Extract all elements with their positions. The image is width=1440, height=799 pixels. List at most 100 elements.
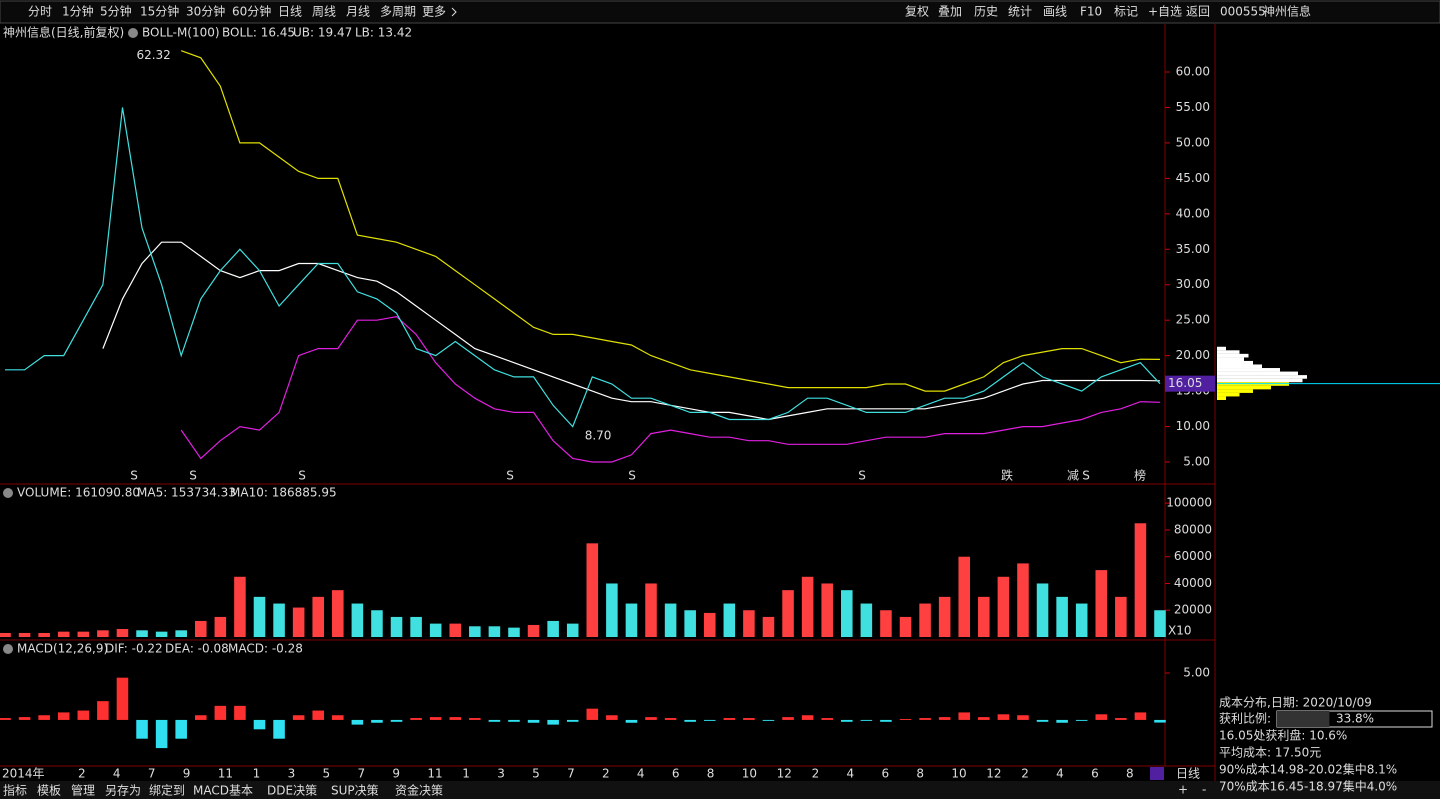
toolbar-button[interactable]: 复权 (905, 5, 929, 19)
macd-bar (1095, 714, 1108, 720)
volume-bar (880, 610, 892, 637)
cost-bar (1217, 371, 1298, 376)
legend-text: UB: 19.47 (293, 26, 352, 40)
x-tick-label: 11 (218, 767, 233, 781)
volume-bar (57, 631, 70, 637)
x-tick-label: 4 (113, 767, 121, 781)
y-tick-label: 40000 (1174, 576, 1212, 590)
macd-bar (253, 719, 266, 730)
signal-marker: 减 (1067, 469, 1079, 483)
last-price: 16.05 (1168, 376, 1202, 390)
volume-bar (312, 596, 324, 637)
volume-bar (77, 631, 90, 637)
macd-bar (1134, 712, 1147, 720)
period-tab[interactable]: 1分钟 (62, 4, 94, 19)
period-tab[interactable]: 15分钟 (140, 4, 179, 19)
bottom-tab[interactable]: 指标 (3, 783, 27, 798)
toolbar-button[interactable]: 返回 (1186, 5, 1210, 19)
y-tick-label: 40.00 (1176, 206, 1210, 220)
period-tab[interactable]: 分时 (28, 5, 52, 19)
macd-bar (332, 715, 344, 720)
macd-bar (38, 715, 50, 720)
macd-bar (997, 714, 1010, 720)
period-tab[interactable]: 月线 (346, 5, 370, 19)
volume-bar (664, 603, 677, 637)
toolbar-button[interactable]: 历史 (974, 5, 998, 19)
macd-bar (743, 718, 755, 720)
volume-bar (488, 626, 501, 637)
period-tab[interactable]: 日线 (1176, 767, 1200, 781)
bottom-tab[interactable]: 模板 (37, 784, 61, 798)
macd-bar (978, 717, 990, 720)
x-tick-label: 5 (323, 767, 331, 781)
macd-bar (429, 717, 442, 720)
volume-bar (136, 630, 148, 637)
macd-bar (527, 719, 540, 723)
volume-bar (429, 623, 442, 637)
zoom-button[interactable]: + (1178, 783, 1188, 797)
period-tab[interactable]: 日线 (278, 5, 302, 19)
volume-bar (234, 576, 246, 637)
macd-bar (723, 718, 736, 720)
volume-bar (390, 616, 403, 637)
volume-bar (253, 596, 266, 637)
y-tick-label: 80000 (1174, 522, 1212, 536)
y-tick-label: 30.00 (1176, 277, 1210, 291)
toolbar-button[interactable]: 叠加 (938, 5, 962, 19)
period-tab[interactable]: 5分钟 (100, 4, 132, 19)
volume-bar (410, 616, 422, 637)
bottom-tab[interactable]: SUP决策 (331, 784, 379, 798)
period-box (1150, 767, 1164, 780)
toolbar-button[interactable]: F10 (1080, 5, 1102, 19)
x-tick-label: 11 (427, 767, 442, 781)
high-label: 62.32 (136, 48, 170, 62)
macd-bar (390, 719, 403, 722)
bottom-tab[interactable]: 资金决策 (395, 783, 443, 798)
macd-bar (449, 717, 462, 720)
legend-text: 神州信息(日线,前复权) (3, 25, 124, 40)
cost-bar (1217, 346, 1226, 351)
legend-text: DEA: -0.08 (165, 642, 229, 656)
macd-bar (136, 719, 148, 739)
bottom-tab[interactable]: 管理 (71, 783, 95, 798)
volume-bar (586, 543, 599, 637)
lower-band (180, 315, 1161, 463)
volume-bar (351, 603, 364, 637)
period-tab[interactable]: 周线 (312, 5, 336, 19)
macd-bar (1036, 719, 1049, 722)
macd-bar (97, 701, 109, 720)
macd-bar (234, 705, 246, 720)
toolbar-button[interactable]: 标记 (1114, 5, 1138, 19)
bottom-tab[interactable]: 绑定到 (149, 783, 185, 798)
bottom-tab[interactable]: 另存为 (105, 784, 141, 798)
toolbar-button[interactable]: +自选 (1148, 5, 1182, 19)
toolbar-button[interactable]: 统计 (1008, 5, 1032, 19)
macd-bar (703, 719, 716, 721)
signal-marker: S (506, 469, 514, 483)
period-tab[interactable]: 60分钟 (232, 4, 271, 19)
x-tick-label: 1 (253, 767, 261, 781)
legend-text: VOLUME: 161090.80 (17, 486, 140, 500)
volume-bar (1095, 570, 1108, 637)
x-tick-label: 10 (951, 767, 966, 781)
bottom-tab[interactable]: DDE决策 (267, 784, 317, 798)
legend-text: LB: 13.42 (355, 26, 412, 40)
toolbar-button[interactable]: 画线 (1043, 5, 1067, 19)
more-arrow (451, 7, 457, 17)
bottom-tab[interactable]: MACD基本 (193, 784, 253, 798)
zoom-button[interactable]: - (1202, 783, 1206, 797)
macd-bar (880, 719, 892, 722)
y-tick-label: 50.00 (1176, 135, 1210, 149)
period-tab[interactable]: 30分钟 (186, 4, 225, 19)
period-tab[interactable]: 多周期 (380, 5, 416, 19)
volume-bar (782, 590, 794, 637)
x-tick-label: 9 (183, 767, 191, 781)
macd-bar (821, 718, 833, 720)
y-tick-label: 25.00 (1176, 313, 1210, 327)
volume-bar (1134, 523, 1147, 637)
legend-text: MA5: 153734.33 (137, 486, 236, 500)
volume-bar (743, 610, 755, 637)
period-tab[interactable]: 更多 (422, 5, 446, 19)
macd-bar (586, 708, 599, 720)
